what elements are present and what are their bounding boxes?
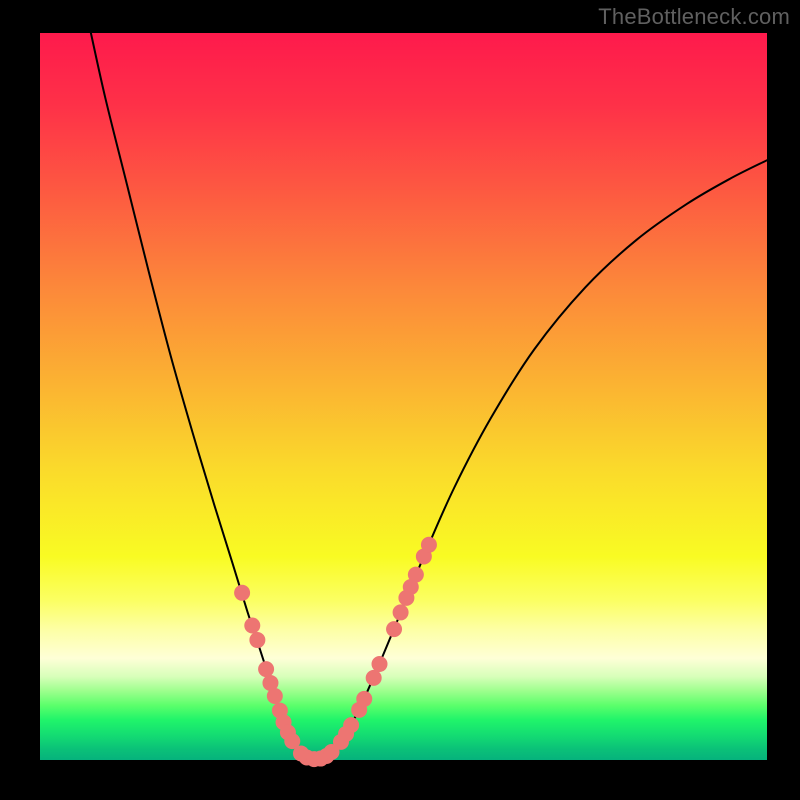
chart-stage: TheBottleneck.com xyxy=(0,0,800,800)
data-point xyxy=(258,661,274,677)
data-point xyxy=(408,567,424,583)
data-point xyxy=(386,621,402,637)
plot-background-gradient xyxy=(40,33,767,760)
data-point xyxy=(249,632,265,648)
chart-svg xyxy=(0,0,800,800)
data-point xyxy=(366,670,382,686)
data-point xyxy=(244,618,260,634)
data-point xyxy=(372,656,388,672)
watermark-text: TheBottleneck.com xyxy=(598,4,790,30)
data-point xyxy=(356,691,372,707)
data-point xyxy=(421,537,437,553)
data-point xyxy=(393,604,409,620)
data-point xyxy=(343,717,359,733)
data-point xyxy=(267,688,283,704)
data-point xyxy=(234,585,250,601)
